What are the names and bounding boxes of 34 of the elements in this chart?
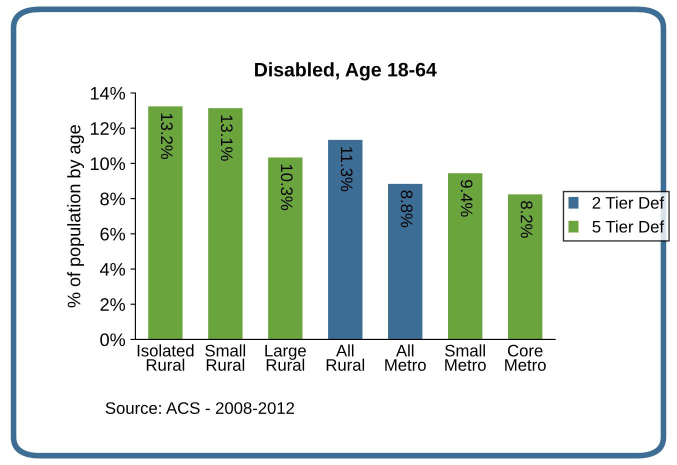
bar (148, 106, 183, 340)
x-tick-label: Small Metro (445, 344, 486, 371)
source-note: Source: ACS - 2008-2012 (106, 402, 294, 414)
x-tick-label: Small Rural (205, 344, 246, 371)
bar (328, 140, 362, 340)
data-label: 9.4% (460, 180, 473, 217)
data-label: 8.2% (520, 201, 532, 238)
x-tick-label: Large Rural (265, 344, 306, 371)
y-tick-label: 0% (100, 333, 126, 346)
bar (208, 108, 243, 340)
chart-title: Disabled, Age 18-64 (255, 62, 437, 80)
y-tick-label: 6% (100, 228, 126, 241)
data-label: 13.2% (160, 114, 173, 160)
bar (388, 184, 422, 340)
x-tick-label: Core Metro (505, 344, 546, 371)
legend-label: 2 Tier Def (592, 196, 664, 209)
y-tick-label: 8% (100, 192, 126, 206)
data-label: 11.3% (340, 147, 353, 192)
y-tick-label: 10% (90, 157, 126, 170)
x-tick-label: All Metro (385, 344, 426, 371)
legend-label: 5 Tier Def (592, 220, 664, 233)
x-tick-label: All Rural (326, 344, 364, 371)
data-label: 10.3% (280, 164, 293, 210)
y-tick-label: 14% (90, 87, 126, 100)
bar (268, 157, 302, 340)
bar (508, 194, 542, 340)
y-tick-label: 4% (100, 263, 126, 276)
y-axis-title: % of population by age (67, 125, 84, 308)
y-tick-label: 2% (100, 298, 126, 311)
x-tick-label: Isolated Rural (138, 344, 194, 371)
data-label: 8.8% (400, 190, 413, 228)
data-label: 13.1% (220, 115, 233, 161)
bar (448, 173, 482, 340)
y-tick-label: 12% (90, 122, 126, 135)
